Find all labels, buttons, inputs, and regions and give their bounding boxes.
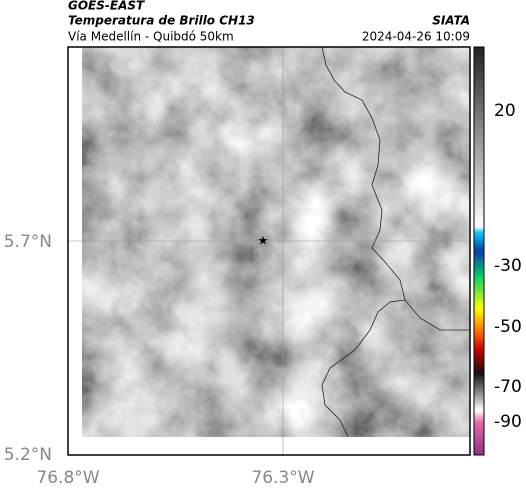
coastline [321,46,470,438]
product: Temperatura de Brillo CH13 [68,14,255,28]
source: GOES-EAST [68,0,145,13]
lon-label: 76.3°W [251,468,314,488]
colorbar-tick-label: -50 [494,317,522,337]
satellite-image [82,47,470,437]
colorbar [473,46,485,456]
colorbar-tick-label: -30 [494,256,522,276]
lat-label: 5.7°N [4,232,52,252]
colorbar-tick-label: -70 [494,377,522,397]
location-marker: ★ [258,234,269,248]
map-frame [67,46,471,456]
colorbar-tick-label: 20 [494,101,516,121]
colorbar-tick-label: -90 [494,412,522,432]
agency: SIATA [432,14,470,28]
timestamp: 2024-04-26 10:09 [362,30,470,44]
route: Vía Medellín - Quibdó 50km [68,30,234,44]
lon-label: 76.8°W [36,468,99,488]
lat-label: 5.2°N [4,445,52,465]
